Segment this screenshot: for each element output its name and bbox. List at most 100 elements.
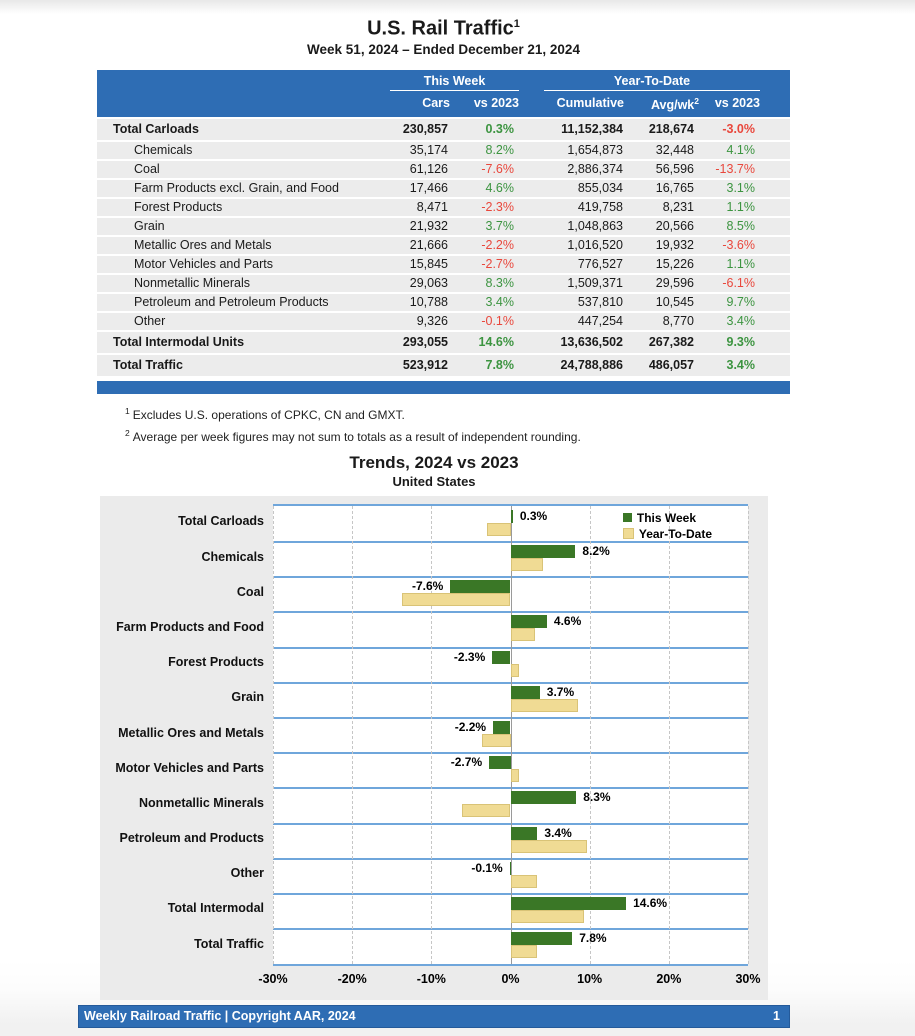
avgwk-value: 16,765 <box>655 181 694 196</box>
page-subtitle: Week 51, 2024 – Ended December 21, 2024 <box>307 41 580 57</box>
bar-this-week <box>450 580 511 594</box>
gridline <box>431 505 433 964</box>
chart-category-label: Total Carloads <box>178 514 264 529</box>
chart-legend: This Week Year-To-Date <box>622 511 712 543</box>
cars-value: 35,174 <box>409 143 448 158</box>
bar-this-week <box>510 897 627 910</box>
cumulative-value: 11,152,384 <box>561 122 623 137</box>
cumulative-value: 537,810 <box>577 295 623 310</box>
x-tick-label: -10% <box>416 971 446 986</box>
legend-swatch <box>622 528 634 540</box>
cars-value: 230,857 <box>402 122 448 137</box>
page-number: 1 <box>773 1009 780 1024</box>
cars-value: 523,912 <box>402 358 448 373</box>
cars-value: 17,466 <box>409 181 448 196</box>
ytd-pct: 3.4% <box>726 358 756 373</box>
ytd-pct: -13.7% <box>715 162 755 177</box>
bar-this-week <box>492 650 511 664</box>
avgwk-value: 8,231 <box>662 200 694 215</box>
cars-value: 21,932 <box>409 219 448 234</box>
cumulative-value: 24,788,886 <box>560 358 623 373</box>
bar-value-label: 4.6% <box>553 614 582 629</box>
ytd-pct: -3.0% <box>722 122 755 137</box>
cumulative-value: 13,636,502 <box>560 335 623 350</box>
avgwk-value: 218,674 <box>648 122 694 137</box>
cumulative-value: 855,034 <box>577 181 623 196</box>
row-label: Total Traffic <box>113 358 183 373</box>
bar-value-label: 3.7% <box>546 684 575 699</box>
cars-pct: 3.4% <box>485 295 515 310</box>
bar-year-to-date <box>510 874 538 888</box>
chart-category-label: Other <box>230 866 264 881</box>
ytd-pct: 4.1% <box>726 143 756 158</box>
bar-this-week <box>510 615 547 629</box>
chart-subtitle: United States <box>392 473 476 489</box>
bar-this-week <box>489 756 511 770</box>
bar-this-week <box>509 861 511 875</box>
ytd-pct: 9.3% <box>726 335 756 350</box>
cumulative-value: 1,509,371 <box>567 276 623 291</box>
page-footer: Weekly Railroad Traffic | Copyright AAR,… <box>78 1004 790 1028</box>
avg-wk-text: Avg/wk <box>650 97 695 112</box>
bar-this-week <box>493 721 511 734</box>
footnotes: 1 Excludes U.S. operations of CPKC, CN an… <box>125 402 915 446</box>
cars-pct: -2.2% <box>481 238 514 253</box>
ytd-pct: 3.1% <box>726 181 756 196</box>
avg-wk-superscript: 2 <box>694 95 699 106</box>
ytd-pct: 1.1% <box>726 257 756 272</box>
cars-pct: -7.6% <box>481 162 514 177</box>
chart-body: Total Carloads Chemicals Coal Farm Products… <box>100 503 768 966</box>
bar-year-to-date <box>510 558 543 571</box>
x-tick-label: -20% <box>337 971 367 986</box>
cumulative-value: 2,886,374 <box>567 162 623 177</box>
footnote-text: Average per week figures may not sum to … <box>132 429 581 444</box>
avgwk-value: 486,057 <box>648 358 694 373</box>
cars-pct: 7.8% <box>485 358 515 373</box>
bar-this-week <box>510 932 573 946</box>
group-header-this-week: This Week <box>390 74 519 91</box>
legend-swatch <box>622 513 632 523</box>
bar-value-label: 0.3% <box>519 508 548 523</box>
cars-pct: 8.3% <box>485 276 515 291</box>
chart-plot-area: This Week Year-To-Date 0.3% 8.2% -7.6% 4.6% -… <box>273 503 749 966</box>
bar-value-label: 14.6% <box>633 896 668 910</box>
cars-pct: 3.7% <box>485 219 515 234</box>
row-label: Chemicals <box>134 143 193 158</box>
avgwk-value: 15,226 <box>655 257 694 272</box>
cumulative-value: 1,016,520 <box>567 238 623 253</box>
bar-value-label: -0.1% <box>471 860 503 875</box>
table-row: Total Intermodal Units 293,055 14.6% 13,636… <box>97 331 790 355</box>
avgwk-value: 19,932 <box>655 238 694 253</box>
rail-traffic-table: This Week Year-To-Date Cars vs 2023 Cumu… <box>97 69 790 394</box>
x-tick-label: 30% <box>735 971 761 986</box>
table-row: Nonmetallic Minerals 29,063 8.3% 1,509,371 2… <box>97 274 790 294</box>
ytd-pct: -6.1% <box>722 276 755 291</box>
row-label: Metallic Ores and Metals <box>134 238 272 253</box>
table-row: Petroleum and Petroleum Products 10,788 3.… <box>97 293 790 313</box>
avgwk-value: 267,382 <box>648 335 694 350</box>
column-header-vs2023: vs 2023 <box>473 95 519 110</box>
bar-year-to-date <box>510 769 520 783</box>
ytd-pct: 3.4% <box>726 314 756 329</box>
footnote-superscript: 2 <box>125 427 130 438</box>
bar-year-to-date <box>402 593 511 607</box>
chart-header: Trends, 2024 vs 2023 United States <box>100 452 768 490</box>
cumulative-value: 1,654,873 <box>567 143 623 158</box>
column-header-cumulative: Cumulative <box>556 95 624 110</box>
gridline <box>668 505 670 964</box>
page-title-superscript: 1 <box>513 18 520 30</box>
row-label: Petroleum and Petroleum Products <box>134 295 329 310</box>
cumulative-value: 776,527 <box>577 257 623 272</box>
cars-pct: 14.6% <box>478 335 514 350</box>
bar-value-label: 7.8% <box>579 931 607 946</box>
chart-category-labels: Total Carloads Chemicals Coal Farm Products… <box>100 504 273 966</box>
chart-category-label: Total Intermodal <box>167 901 264 916</box>
footnote-text: Excludes U.S. operations of CPKC, CN and… <box>132 407 405 422</box>
x-tick-label: 0% <box>501 971 520 986</box>
chart-category-label: Forest Products <box>168 655 264 670</box>
bar-year-to-date <box>510 663 520 677</box>
bar-this-week <box>510 685 540 699</box>
bar-this-week <box>510 545 576 558</box>
gridline <box>748 505 749 964</box>
cars-value: 9,326 <box>416 314 448 329</box>
